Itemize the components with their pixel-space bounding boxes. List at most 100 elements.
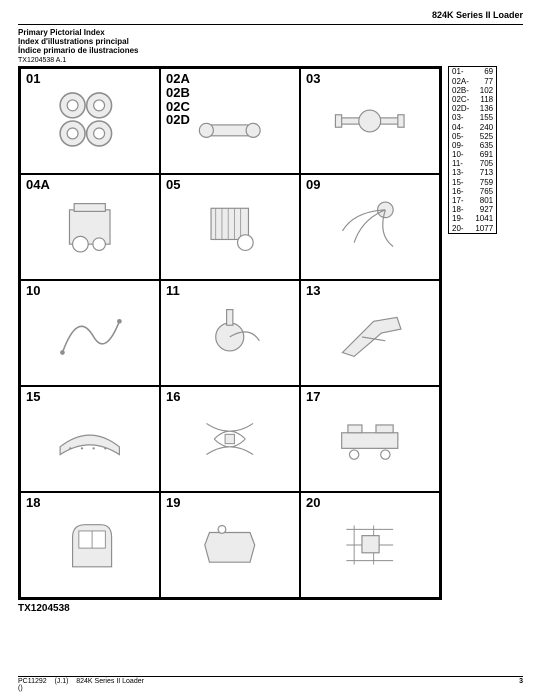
index-section: 13- (449, 168, 473, 177)
index-page: 136 (472, 104, 496, 113)
content-row: 01 02A02B02C02D 03 04A 05 09 10 11 13 15… (18, 66, 523, 600)
index-section: 02B- (449, 86, 473, 95)
index-section: 02A- (449, 77, 473, 86)
index-section: 15- (449, 178, 473, 187)
figure-ref-bottom: TX1204538 (18, 603, 523, 614)
index-row: 02A-77 (449, 77, 497, 86)
index-row: 17-801 (449, 196, 497, 205)
cell-thumbnail (301, 281, 439, 385)
index-section: 19- (449, 214, 473, 223)
index-row: 03-155 (449, 113, 497, 122)
cell-thumbnail (21, 281, 159, 385)
header-product: 824K Series II Loader (18, 10, 523, 20)
cell-label: 10 (26, 284, 40, 298)
cell-label: 05 (166, 178, 180, 192)
index-row: 11-705 (449, 159, 497, 168)
cell-thumbnail (21, 493, 159, 597)
index-section: 18- (449, 205, 473, 214)
cell-label: 16 (166, 390, 180, 404)
footer-rev: (J.1) (54, 678, 68, 685)
index-page: 927 (472, 205, 496, 214)
index-row: 20-1077 (449, 224, 497, 234)
cell-label: 19 (166, 496, 180, 510)
index-page: 525 (472, 132, 496, 141)
cell-label: 18 (26, 496, 40, 510)
index-page: 77 (472, 77, 496, 86)
title-es: Índice primario de ilustraciones (18, 47, 523, 56)
index-page: 1077 (472, 224, 496, 234)
index-section: 10- (449, 150, 473, 159)
cell-label: 17 (306, 390, 320, 404)
index-section: 03- (449, 113, 473, 122)
cell-label: 02A02B02C02D (166, 72, 190, 127)
cell-label: 11 (166, 284, 180, 298)
grid-cell-20: 20 (300, 492, 440, 598)
index-row: 02C-118 (449, 95, 497, 104)
grid-cell-17: 17 (300, 386, 440, 492)
index-page: 102 (472, 86, 496, 95)
index-page: 69 (472, 67, 496, 77)
index-row: 02D-136 (449, 104, 497, 113)
divider-bottom (18, 676, 523, 677)
grid-cell-13: 13 (300, 280, 440, 386)
cell-thumbnail (21, 387, 159, 491)
cell-label: 09 (306, 178, 320, 192)
index-row: 16-765 (449, 187, 497, 196)
footer-product: 824K Series II Loader (76, 678, 144, 685)
page-index-table: 01-6902A-7702B-10202C-11802D-13603-15504… (448, 66, 497, 233)
grid-cell-19: 19 (160, 492, 300, 598)
index-page: 705 (472, 159, 496, 168)
grid-cell-09: 09 (300, 174, 440, 280)
index-section: 17- (449, 196, 473, 205)
index-row: 09-635 (449, 141, 497, 150)
grid-cell-01: 01 (20, 68, 160, 174)
index-row: 19-1041 (449, 214, 497, 223)
divider-top (18, 24, 523, 25)
cell-label: 15 (26, 390, 40, 404)
index-page: 759 (472, 178, 496, 187)
grid-cell-18: 18 (20, 492, 160, 598)
index-section: 04- (449, 123, 473, 132)
index-page: 765 (472, 187, 496, 196)
grid-cell-10: 10 (20, 280, 160, 386)
grid-cell-16: 16 (160, 386, 300, 492)
cell-thumbnail (301, 175, 439, 279)
index-page: 240 (472, 123, 496, 132)
cell-thumbnail (301, 387, 439, 491)
cell-label: 01 (26, 72, 40, 86)
index-page: 691 (472, 150, 496, 159)
grid-cell-15: 15 (20, 386, 160, 492)
pictorial-grid: 01 02A02B02C02D 03 04A 05 09 10 11 13 15… (18, 66, 442, 600)
cell-thumbnail (301, 493, 439, 597)
grid-cell-02A: 02A02B02C02D (160, 68, 300, 174)
index-section: 02D- (449, 104, 473, 113)
index-page: 713 (472, 168, 496, 177)
footer-left: PC11292 (J.1) 824K Series II Loader (18, 678, 144, 685)
index-row: 05-525 (449, 132, 497, 141)
cell-thumbnail (301, 69, 439, 173)
cell-label: 03 (306, 72, 320, 86)
index-section: 16- (449, 187, 473, 196)
cell-label: 13 (306, 284, 320, 298)
index-section: 02C- (449, 95, 473, 104)
index-page: 118 (472, 95, 496, 104)
cell-thumbnail (161, 493, 299, 597)
cell-thumbnail (21, 69, 159, 173)
index-section: 09- (449, 141, 473, 150)
index-row: 15-759 (449, 178, 497, 187)
index-row: 13-713 (449, 168, 497, 177)
footer-mark: () (18, 685, 523, 692)
grid-cell-11: 11 (160, 280, 300, 386)
figure-ref-top: TX1204538 A.1 (18, 57, 523, 64)
index-section: 20- (449, 224, 473, 234)
index-page: 801 (472, 196, 496, 205)
footer: PC11292 (J.1) 824K Series II Loader 3 () (18, 676, 523, 692)
index-row: 01-69 (449, 67, 497, 77)
index-section: 01- (449, 67, 473, 77)
index-page: 1041 (472, 214, 496, 223)
cell-thumbnail (161, 281, 299, 385)
cell-thumbnail (161, 387, 299, 491)
index-row: 18-927 (449, 205, 497, 214)
grid-cell-05: 05 (160, 174, 300, 280)
index-section: 05- (449, 132, 473, 141)
